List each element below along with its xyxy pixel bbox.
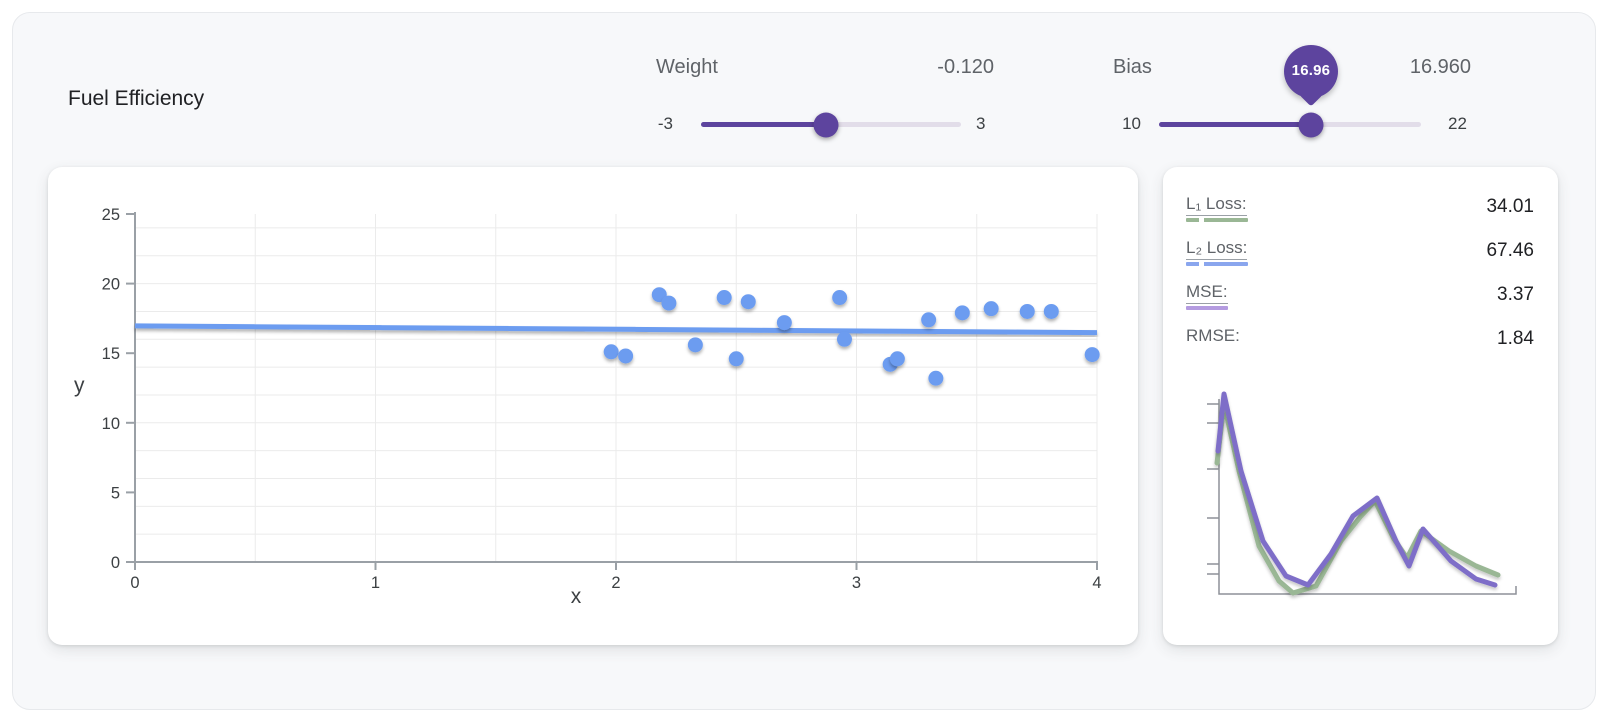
svg-text:10: 10: [102, 415, 120, 433]
mse-label: MSE:: [1186, 282, 1228, 304]
svg-text:20: 20: [102, 276, 120, 294]
weight-slider[interactable]: [701, 112, 961, 137]
rmse-value: 1.84: [1497, 328, 1534, 349]
bias-label: Bias: [1113, 56, 1152, 78]
weight-value: -0.120: [937, 56, 994, 78]
l2-loss-value: 67.46: [1486, 240, 1534, 261]
bias-value-indicator: 16.96: [1283, 45, 1338, 98]
svg-text:0: 0: [111, 554, 120, 572]
l1-loss-label: L₁ Loss:: [1186, 194, 1247, 216]
weight-min-label: -3: [657, 114, 673, 133]
mse-row: MSE: 3.37: [1186, 282, 1534, 326]
bias-slider-fill: [1159, 122, 1311, 127]
bias-min-label: 10: [1122, 114, 1141, 133]
l1-loss-swatch: [1186, 218, 1248, 222]
svg-text:2: 2: [611, 574, 620, 592]
svg-text:1: 1: [371, 574, 380, 592]
weight-slider-thumb[interactable]: [813, 112, 839, 137]
bias-slider-thumb[interactable]: [1298, 112, 1324, 137]
l2-loss-swatch: [1186, 262, 1248, 266]
bias-max-label: 22: [1448, 114, 1467, 133]
rmse-term: RMSE:: [1186, 326, 1240, 346]
svg-text:3: 3: [852, 574, 861, 592]
rmse-label: RMSE:: [1186, 326, 1240, 345]
bias-value-indicator-text: 16.96: [1291, 62, 1331, 79]
page-title: Fuel Efficiency: [68, 87, 205, 110]
l2-loss-term: L₂ Loss:: [1186, 238, 1248, 266]
svg-text:0: 0: [130, 574, 139, 592]
loss-rows: L₁ Loss: 34.01 L₂ Loss: 67.46 MSE: 3.37: [1186, 194, 1534, 370]
scatter-chart: 0 5 10 15 20 25 0 1 2 3 4 y x: [74, 206, 1102, 608]
bias-slider[interactable]: 16.96: [1159, 45, 1421, 137]
svg-text:4: 4: [1092, 574, 1101, 592]
l2-loss-label: L₂ Loss:: [1186, 238, 1248, 260]
l1-loss-row: L₁ Loss: 34.01: [1186, 194, 1534, 238]
svg-text:15: 15: [102, 345, 120, 363]
mse-value: 3.37: [1497, 284, 1534, 305]
mse-swatch: [1186, 306, 1228, 310]
l1-loss-value: 34.01: [1486, 196, 1534, 217]
svg-text:y: y: [74, 374, 85, 397]
mse-term: MSE:: [1186, 282, 1228, 310]
weight-slider-fill: [701, 122, 826, 127]
svg-text:x: x: [571, 585, 582, 608]
svg-text:25: 25: [102, 206, 120, 224]
scatter-chart-card: 0 5 10 15 20 25 0 1 2 3 4 y x: [48, 167, 1138, 645]
l1-loss-term: L₁ Loss:: [1186, 194, 1248, 222]
l2-loss-row: L₂ Loss: 67.46: [1186, 238, 1534, 282]
loss-panel-card: L₁ Loss: 34.01 L₂ Loss: 67.46 MSE: 3.37: [1163, 167, 1558, 645]
rmse-row: RMSE: 1.84: [1186, 326, 1534, 370]
bias-value: 16.960: [1409, 56, 1471, 78]
weight-max-label: 3: [976, 114, 986, 133]
exercise-panel: Fuel Efficiency Weight -0.120 -3 3 Bias …: [12, 12, 1596, 710]
svg-text:5: 5: [111, 484, 120, 502]
weight-label: Weight: [656, 56, 718, 78]
